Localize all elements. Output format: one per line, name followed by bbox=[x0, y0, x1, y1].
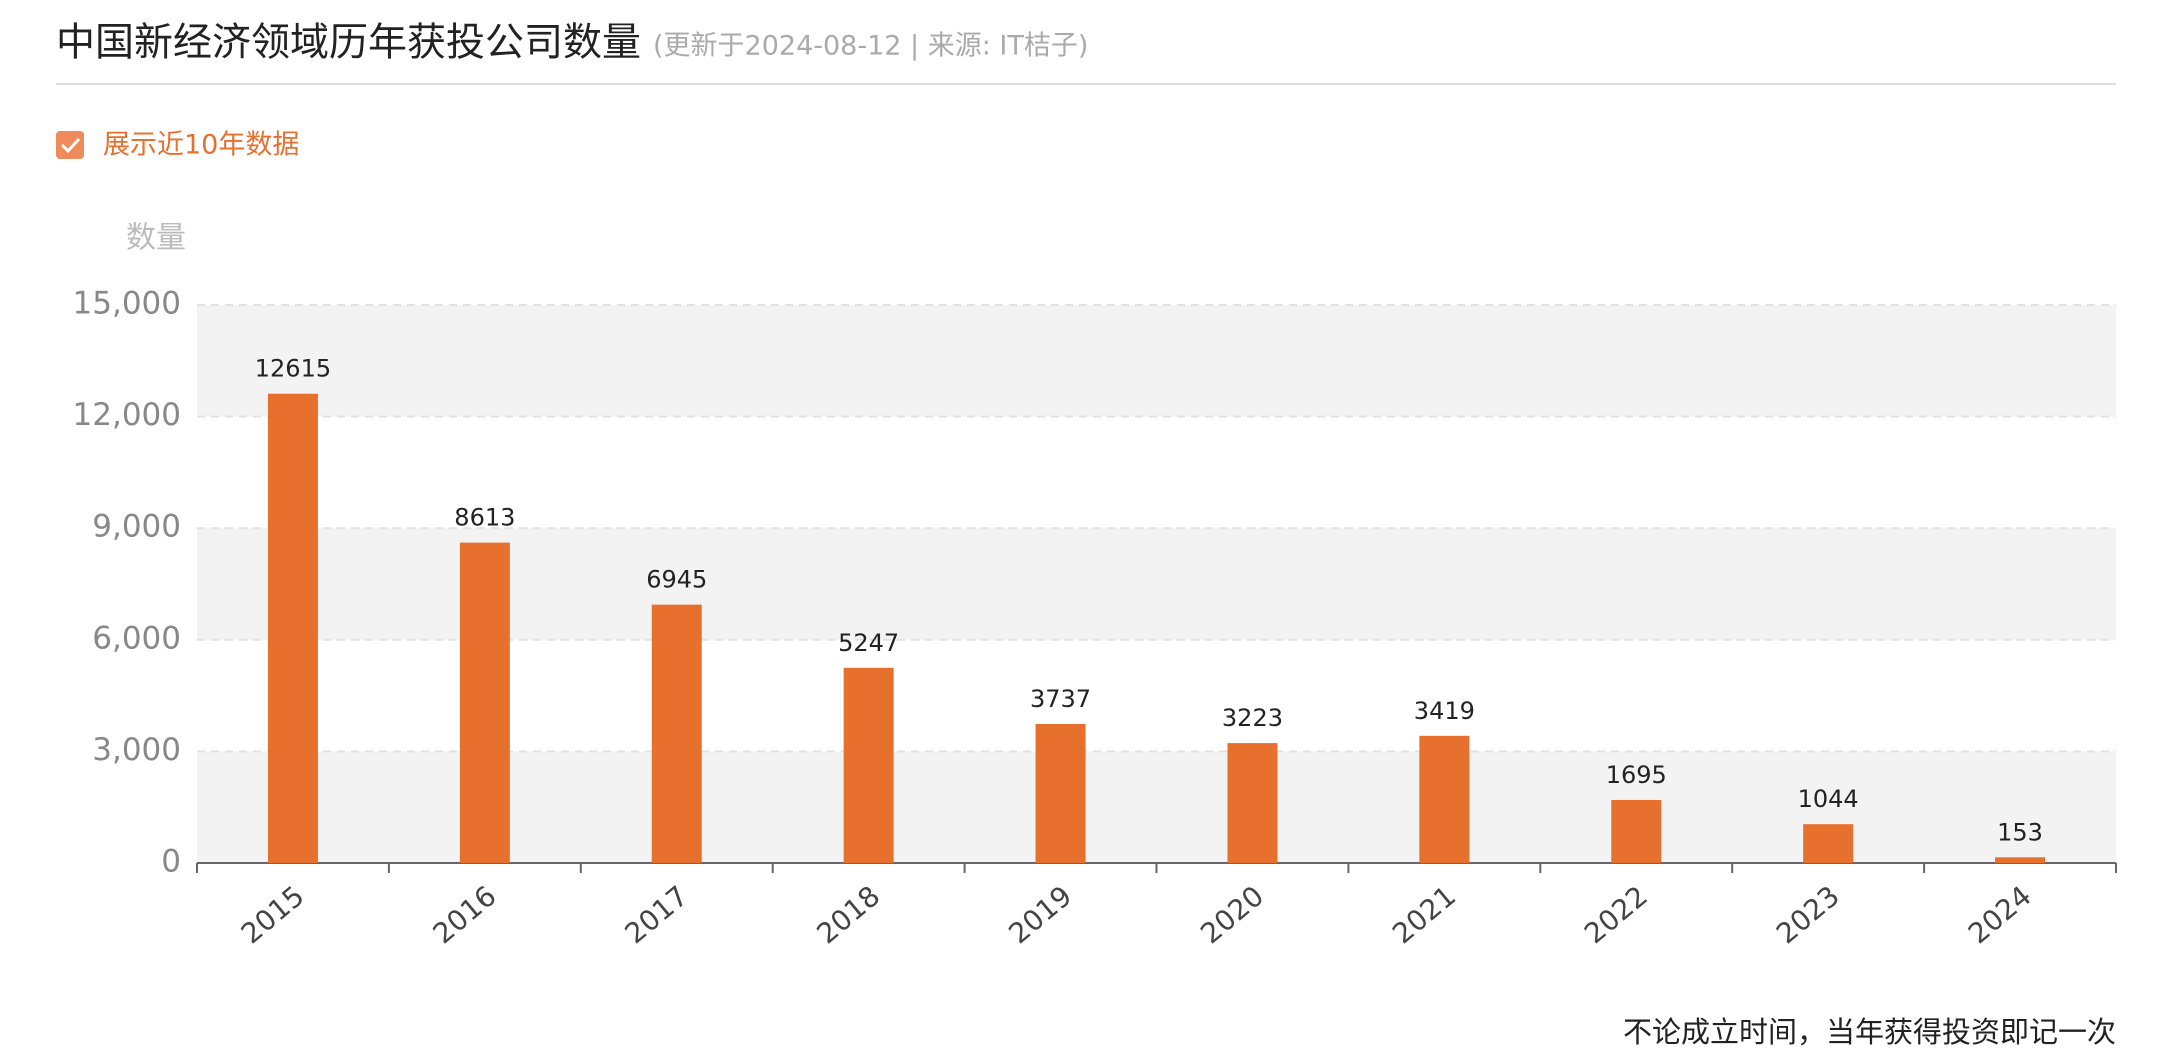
value-label: 3737 bbox=[1030, 685, 1091, 713]
grid-band bbox=[197, 305, 2116, 417]
value-label: 3419 bbox=[1414, 697, 1475, 725]
bar bbox=[1419, 735, 1470, 863]
x-tick-label: 2023 bbox=[1770, 879, 1846, 950]
bar bbox=[1995, 857, 2046, 863]
x-tick-label: 2022 bbox=[1578, 879, 1654, 950]
value-label: 6945 bbox=[646, 566, 707, 594]
grid-band bbox=[197, 751, 2116, 863]
bar bbox=[1803, 824, 1854, 863]
bar bbox=[267, 393, 318, 863]
toggle-label[interactable]: 展示近10年数据 bbox=[103, 130, 299, 161]
x-tick-label: 2019 bbox=[1002, 879, 1078, 950]
y-axis-label: 数量 bbox=[126, 221, 186, 256]
x-tick-label: 2015 bbox=[235, 879, 311, 950]
bar bbox=[459, 542, 510, 863]
y-tick-label: 3,000 bbox=[92, 732, 181, 768]
y-tick-label: 15,000 bbox=[73, 286, 181, 322]
value-label: 5247 bbox=[838, 629, 899, 657]
y-tick-label: 9,000 bbox=[92, 509, 181, 545]
x-tick-label: 2021 bbox=[1386, 879, 1462, 950]
x-tick-label: 2018 bbox=[810, 879, 886, 950]
toggle-checkbox[interactable]: 展示近10年数据 bbox=[56, 130, 299, 161]
value-label: 12615 bbox=[255, 355, 331, 383]
x-tick-label: 2017 bbox=[619, 879, 695, 950]
x-tick-label: 2016 bbox=[427, 879, 503, 950]
bar bbox=[651, 604, 702, 863]
bar bbox=[1227, 743, 1278, 863]
value-label: 8613 bbox=[454, 504, 515, 532]
value-label: 1044 bbox=[1798, 785, 1859, 813]
value-label: 3223 bbox=[1222, 704, 1283, 732]
x-tick-label: 2024 bbox=[1962, 879, 2038, 950]
chart-title: 中国新经济领域历年获投公司数量 bbox=[56, 21, 641, 66]
chart-subtitle: (更新于2024-08-12 | 来源: IT桔子) bbox=[653, 31, 1088, 62]
y-tick-label: 6,000 bbox=[92, 620, 181, 656]
value-label: 1695 bbox=[1606, 761, 1667, 789]
grid-band bbox=[197, 528, 2116, 640]
checkbox[interactable] bbox=[56, 131, 84, 159]
x-tick-label: 2020 bbox=[1194, 879, 1270, 950]
footnote: 不论成立时间，当年获得投资即记一次 bbox=[1623, 1015, 2116, 1049]
y-tick-label: 12,000 bbox=[73, 397, 181, 433]
value-label: 153 bbox=[1997, 818, 2043, 846]
bar bbox=[843, 667, 894, 863]
bar bbox=[1611, 799, 1662, 863]
bar bbox=[1035, 723, 1086, 863]
checkmark bbox=[60, 137, 81, 154]
y-tick-label: 0 bbox=[161, 844, 181, 880]
